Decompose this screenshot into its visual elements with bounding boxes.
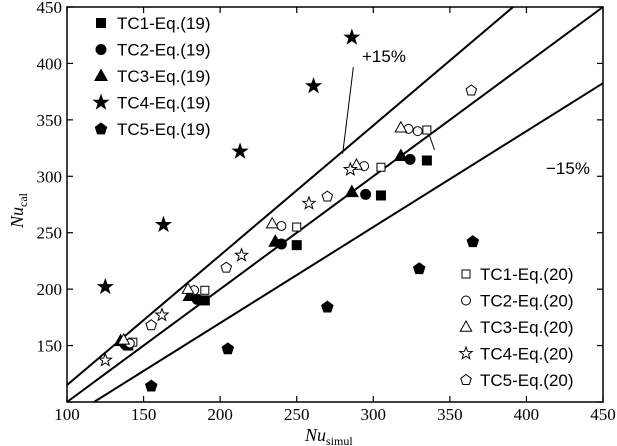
data-point-series-1 (360, 188, 372, 200)
x-tick-label: 250 (284, 405, 310, 424)
data-point-series-9 (220, 261, 233, 273)
data-point-series-5 (376, 162, 386, 172)
data-point-series-2 (268, 234, 283, 247)
data-point-series-8 (301, 195, 317, 210)
data-point-series-7 (394, 120, 408, 133)
data-point-series-9 (321, 190, 334, 202)
legend-label: TC3-Eq.(19) (117, 67, 211, 86)
data-point-series-2 (344, 184, 359, 198)
legend-marker (460, 373, 472, 385)
data-point-series-0 (421, 155, 432, 166)
data-point-series-3 (304, 76, 323, 94)
plus15-leader (342, 66, 354, 154)
legend-marker (93, 68, 109, 82)
minus15-label: −15% (546, 159, 590, 178)
data-point-series-5 (200, 285, 210, 295)
y-tick-label: 350 (37, 111, 63, 130)
line-plus15 (66, 6, 514, 386)
x-tick-label: 450 (590, 405, 616, 424)
y-tick-label: 400 (37, 54, 63, 73)
legend-marker (461, 269, 471, 279)
data-point-series-0 (291, 240, 302, 251)
y-tick-label: 250 (37, 224, 63, 243)
legend-label: TC5-Eq.(20) (480, 371, 574, 390)
line-y=x (66, 6, 604, 403)
x-tick-label: 400 (514, 405, 540, 424)
data-point-series-8 (234, 247, 250, 262)
x-axis-title-main: Nu (304, 425, 326, 445)
data-point-series-3 (96, 277, 114, 295)
data-points (96, 28, 480, 392)
data-point-series-8 (97, 352, 113, 367)
data-point-series-3 (231, 142, 249, 159)
legend-label: TC4-Eq.(20) (480, 345, 574, 364)
data-point-series-8 (342, 161, 358, 176)
legend: TC1-Eq.(19) TC2-Eq.(19) TC3-Eq.(19) TC4-Eq.… (92, 14, 574, 390)
legend-label: TC1-Eq.(20) (480, 265, 574, 284)
x-axis-title-sub: simul (326, 434, 353, 446)
x-tick-label: 100 (54, 405, 80, 424)
y-axis-title: Nucal (7, 192, 30, 229)
legend-label: TC3-Eq.(20) (480, 318, 574, 337)
line-minus15 (93, 82, 604, 403)
legend-label: TC5-Eq.(19) (117, 120, 211, 139)
data-point-series-3 (154, 215, 173, 233)
data-point-series-5 (422, 125, 432, 135)
legend-marker (95, 44, 107, 55)
y-axis-title-sub: cal (16, 192, 30, 207)
legend-label: TC1-Eq.(19) (117, 14, 211, 33)
x-tick-label: 350 (437, 405, 463, 424)
y-axis-title-main: Nu (7, 207, 27, 229)
legend-marker (92, 93, 110, 110)
legend-marker (96, 18, 106, 28)
data-point-series-5 (292, 222, 302, 232)
data-point-series-7 (265, 216, 279, 229)
legend-marker (459, 319, 473, 332)
legend-label: TC4-Eq.(19) (117, 94, 211, 113)
legend-marker (94, 122, 108, 135)
data-point-series-4 (144, 379, 158, 392)
x-axis-title: Nusimul (304, 425, 353, 446)
y-tick-label: 200 (37, 280, 63, 299)
y-tick-label: 450 (37, 0, 63, 17)
data-point-series-3 (343, 28, 361, 45)
data-point-series-8 (154, 307, 170, 322)
data-point-series-2 (393, 148, 408, 162)
reference-lines (66, 6, 604, 403)
data-point-series-9 (145, 319, 158, 331)
data-point-series-7 (181, 282, 195, 294)
x-tick-label: 150 (131, 405, 157, 424)
data-point-series-4 (221, 342, 235, 355)
data-point-series-7 (349, 157, 363, 170)
data-point-series-4 (412, 262, 426, 275)
axis-ticks: 100 150 200 250 300 350 400 450 150 200 250 300 350 4… (37, 0, 616, 424)
data-point-series-4 (321, 300, 334, 313)
x-tick-label: 200 (207, 405, 233, 424)
data-point-series-6 (412, 126, 423, 137)
legend-marker (458, 345, 474, 360)
data-point-series-0 (375, 190, 386, 201)
plot-frame (66, 6, 604, 403)
data-point-series-9 (465, 84, 478, 96)
x-tick-label: 300 (361, 405, 387, 424)
data-point-series-7 (117, 332, 131, 345)
legend-label: TC2-Eq.(20) (480, 292, 574, 311)
y-tick-label: 150 (37, 337, 63, 356)
plus15-label: +15% (362, 47, 406, 66)
data-point-series-6 (276, 220, 287, 231)
legend-marker (461, 295, 471, 306)
y-tick-label: 300 (37, 167, 63, 186)
data-point-series-4 (466, 235, 480, 248)
legend-label: TC2-Eq.(19) (117, 41, 211, 60)
